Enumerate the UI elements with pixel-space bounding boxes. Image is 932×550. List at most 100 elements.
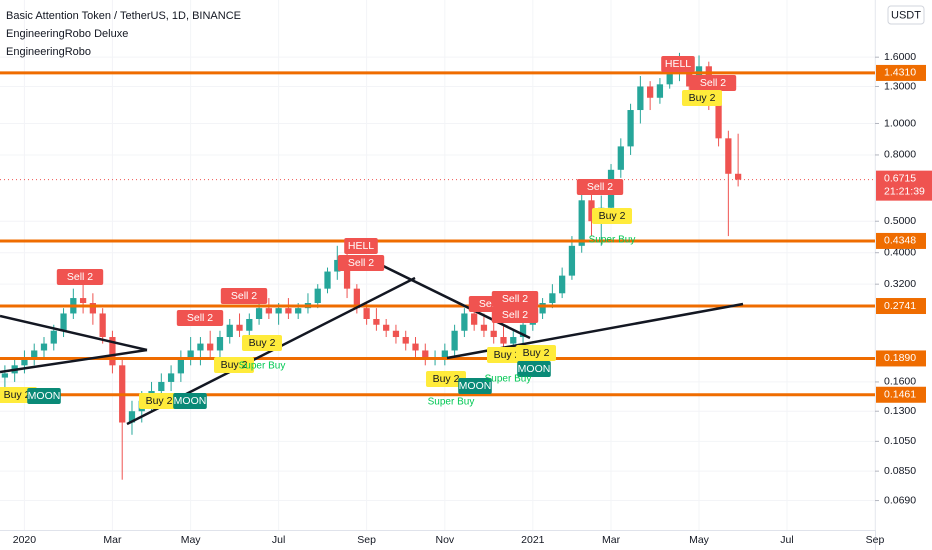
last-price-label: 0.6715	[884, 172, 916, 184]
candle-body	[60, 313, 67, 331]
candle-body	[40, 343, 48, 351]
level-tag-label: 0.1890	[884, 352, 916, 364]
chart-title: Basic Attention Token / TetherUS, 1D, BI…	[6, 10, 241, 22]
candle-body	[500, 337, 507, 344]
signal-badge	[491, 291, 539, 307]
candle-body	[539, 303, 546, 314]
signal-badge	[516, 345, 556, 361]
level-tag-label: 0.4348	[884, 235, 916, 247]
y-tick-label: 0.3200	[884, 278, 916, 290]
x-tick-label: 2021	[521, 534, 545, 546]
signal-badge	[214, 357, 254, 373]
candle-body	[50, 330, 57, 344]
signal-badge	[592, 208, 632, 224]
signal-label: Buy 2	[494, 349, 521, 361]
signal-badge	[689, 75, 737, 91]
candle-body	[725, 138, 732, 174]
level-tag	[876, 64, 926, 81]
y-tick-label: 1.3000	[884, 80, 916, 92]
level-tag-label: 0.2741	[884, 300, 916, 312]
signal-label: Buy 2	[523, 347, 550, 359]
signal-badge	[344, 238, 378, 254]
signal-badge	[491, 307, 539, 323]
candle-body	[167, 373, 175, 382]
candle-body	[246, 318, 253, 331]
candle-body	[109, 337, 116, 366]
candle-body	[363, 308, 370, 319]
trendline	[0, 314, 148, 352]
candle-body	[216, 337, 224, 351]
y-tick-label: 0.1300	[884, 405, 916, 417]
signal-badge	[576, 179, 624, 195]
x-tick-label: 2020	[13, 534, 37, 546]
candle-body	[99, 313, 106, 338]
candle-body	[295, 308, 302, 314]
candle-body	[31, 350, 38, 358]
currency-label[interactable]: USDT	[891, 9, 921, 21]
trendline	[374, 260, 531, 340]
signal-badge	[220, 288, 268, 304]
candle-body	[471, 313, 478, 325]
signal-badge	[517, 361, 551, 377]
candle-body	[314, 288, 321, 304]
candle-body	[275, 308, 282, 314]
signal-label: HELL	[348, 240, 374, 252]
candle-body	[402, 337, 409, 344]
signal-badge	[337, 255, 385, 271]
level-tag-label: 1.4310	[884, 67, 916, 79]
y-tick-label: 0.5000	[884, 215, 916, 227]
signal-badge	[661, 56, 695, 72]
candle-body	[373, 318, 380, 325]
candle-body	[89, 303, 97, 314]
candle-body	[21, 357, 28, 366]
candle-body	[637, 86, 644, 111]
candle-body	[79, 298, 87, 304]
level-tag-label: 0.1461	[884, 389, 916, 401]
x-tick-label: Nov	[435, 534, 454, 546]
y-tick-label: 0.1050	[884, 435, 916, 447]
x-tick-label: Jul	[780, 534, 793, 546]
candle-body	[343, 259, 351, 289]
signal-label: Buy 2	[433, 373, 460, 385]
y-tick-label: 0.8000	[884, 149, 916, 161]
candle-body	[510, 337, 517, 344]
signal-label: Sell 2	[187, 312, 213, 324]
candle-body	[128, 411, 136, 423]
level-tag	[876, 232, 926, 249]
candle-body	[627, 110, 634, 147]
signal-badge	[426, 371, 466, 387]
currency-button[interactable]	[887, 5, 925, 25]
candle-body	[549, 293, 556, 304]
signal-label: MOON	[28, 390, 61, 402]
x-tick-label: Mar	[103, 534, 122, 546]
x-tick-label: May	[181, 534, 202, 546]
signal-badge	[173, 393, 207, 409]
candle-body	[559, 275, 566, 294]
candle-body	[255, 308, 263, 319]
signal-badge	[176, 310, 224, 326]
level-tag	[876, 386, 926, 403]
y-tick-label: 1.0000	[884, 117, 916, 129]
signal-label: MOON	[518, 363, 551, 375]
signal-label: Super Buy	[428, 397, 475, 408]
signal-badge	[56, 269, 104, 285]
candle-body	[735, 173, 742, 180]
signal-label: MOON	[459, 380, 492, 392]
x-tick-label: May	[689, 534, 710, 546]
indicator-name: EngineeringRobo	[6, 46, 91, 58]
signal-label: Sell 2	[502, 293, 528, 305]
signal-label: Buy 2	[689, 92, 716, 104]
last-price-tag	[876, 170, 932, 201]
candle-body	[588, 200, 595, 222]
signal-badge	[458, 378, 492, 394]
candle-body	[441, 350, 448, 358]
signal-label: Sell 2	[67, 271, 93, 283]
candle-body	[490, 330, 497, 338]
candle-body	[617, 146, 624, 170]
candle-body	[647, 86, 654, 98]
trendline	[0, 348, 148, 374]
candle-body	[480, 324, 488, 331]
signal-label: Sell 2	[587, 181, 613, 193]
candle-body	[177, 357, 184, 374]
candle-body	[226, 324, 233, 338]
